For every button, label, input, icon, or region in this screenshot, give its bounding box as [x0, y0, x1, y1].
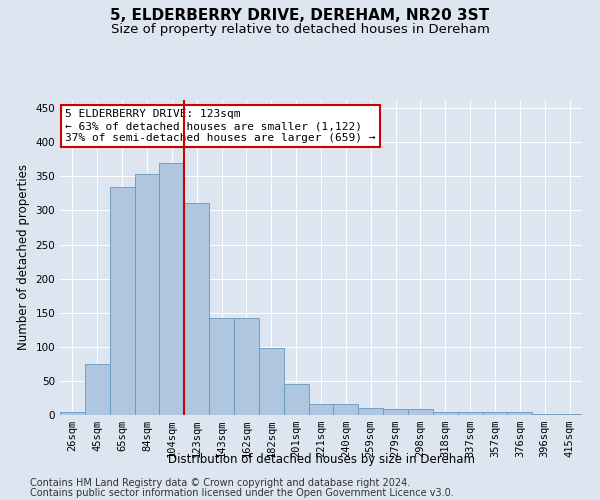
Bar	[433, 412, 458, 415]
Text: 5, ELDERBERRY DRIVE, DEREHAM, NR20 3ST: 5, ELDERBERRY DRIVE, DEREHAM, NR20 3ST	[110, 8, 490, 22]
Bar	[85, 364, 110, 415]
Text: Size of property relative to detached houses in Dereham: Size of property relative to detached ho…	[110, 22, 490, 36]
Bar	[234, 318, 259, 415]
Bar	[557, 414, 582, 415]
Bar	[408, 409, 433, 415]
Bar	[134, 174, 160, 415]
Bar	[60, 412, 85, 415]
Bar	[110, 188, 134, 415]
Bar	[259, 348, 284, 415]
Bar	[383, 409, 408, 415]
Bar	[160, 164, 184, 415]
Bar	[358, 408, 383, 415]
Text: 5 ELDERBERRY DRIVE: 123sqm
← 63% of detached houses are smaller (1,122)
37% of s: 5 ELDERBERRY DRIVE: 123sqm ← 63% of deta…	[65, 110, 376, 142]
Bar	[308, 404, 334, 415]
Bar	[334, 404, 358, 415]
Text: Distribution of detached houses by size in Dereham: Distribution of detached houses by size …	[167, 452, 475, 466]
Bar	[508, 412, 532, 415]
Bar	[458, 412, 482, 415]
Bar	[209, 318, 234, 415]
Bar	[532, 414, 557, 415]
Y-axis label: Number of detached properties: Number of detached properties	[17, 164, 30, 350]
Text: Contains HM Land Registry data © Crown copyright and database right 2024.: Contains HM Land Registry data © Crown c…	[30, 478, 410, 488]
Text: Contains public sector information licensed under the Open Government Licence v3: Contains public sector information licen…	[30, 488, 454, 498]
Bar	[482, 412, 508, 415]
Bar	[184, 203, 209, 415]
Bar	[284, 384, 308, 415]
